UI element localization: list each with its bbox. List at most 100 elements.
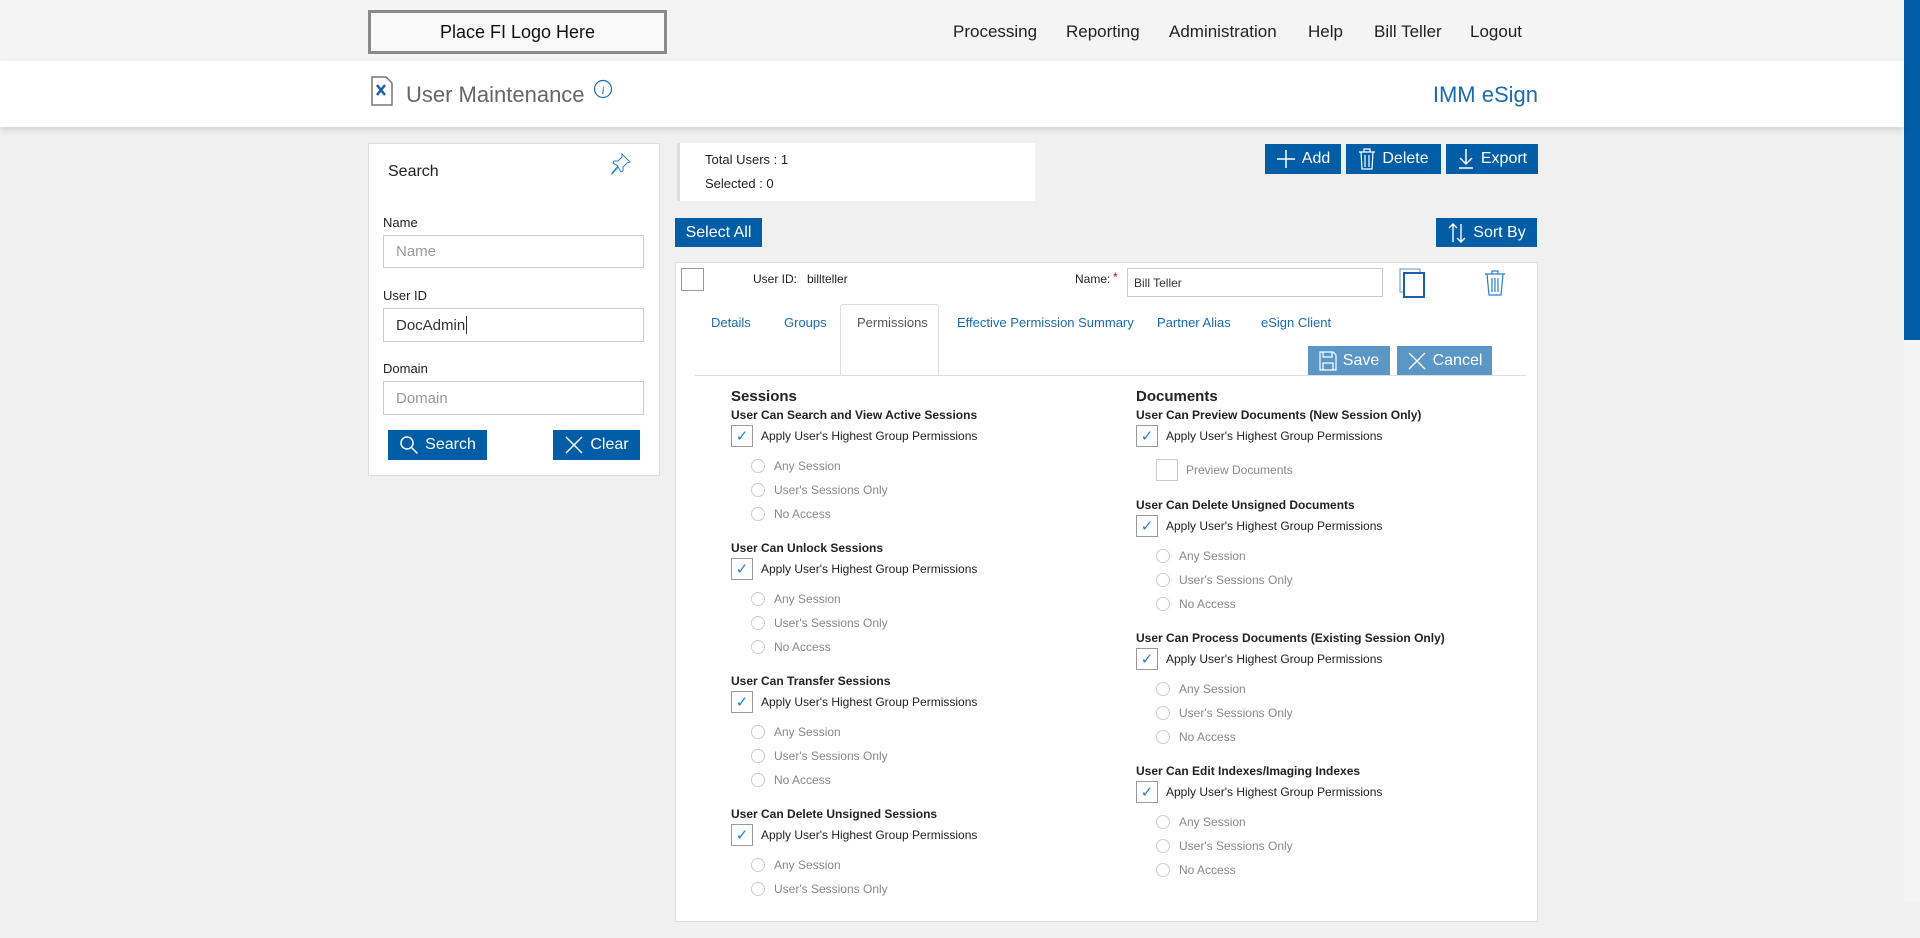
permission-radio-option[interactable]: No Access [1156,858,1236,882]
user-name-input[interactable]: Bill Teller [1127,268,1383,297]
cancel-button[interactable]: Cancel [1397,346,1492,376]
active-tab-frame [840,304,939,376]
sort-by-button[interactable]: Sort By [1436,218,1537,247]
radio-label: Any Session [774,592,841,606]
checkmark-icon: ✓ [731,425,753,447]
permission-radio-option[interactable]: Any Session [1156,677,1246,701]
radio-circle [751,483,765,497]
userid-label: User ID [383,288,428,303]
apply-group-permissions-checkbox[interactable]: ✓ Apply User's Highest Group Permissions [731,425,977,447]
checkbox-empty [1156,459,1178,481]
tab-permissions[interactable]: Permissions [857,315,928,330]
permission-radio-option[interactable]: Any Session [1156,544,1246,568]
permission-radio-option[interactable]: Any Session [751,853,841,877]
radio-circle [1156,573,1170,587]
delete-user-icon[interactable] [1484,269,1506,297]
tab-details[interactable]: Details [711,315,751,330]
tab-partner-alias[interactable]: Partner Alias [1157,315,1231,330]
required-mark: * [1113,270,1118,284]
save-button[interactable]: Save [1308,346,1390,376]
apply-group-permissions-checkbox[interactable]: ✓ Apply User's Highest Group Permissions [731,558,977,580]
tab-effective-permission-summary[interactable]: Effective Permission Summary [957,315,1134,330]
permission-radio-option[interactable]: No Access [1156,725,1236,749]
apply-group-permissions-checkbox[interactable]: ✓ Apply User's Highest Group Permissions [1136,515,1382,537]
tab-groups[interactable]: Groups [784,315,827,330]
nav-help[interactable]: Help [1308,22,1343,41]
radio-label: No Access [774,773,831,787]
clear-button-label: Clear [590,436,629,453]
radio-label: Any Session [1179,549,1246,563]
radio-circle [1156,549,1170,563]
scrollbar-thumb[interactable] [1904,0,1920,340]
radio-label: Any Session [774,459,841,473]
tab-esign-client[interactable]: eSign Client [1261,315,1332,330]
permission-radio-option[interactable]: Any Session [751,720,841,744]
radio-label: Any Session [1179,682,1246,696]
apply-group-permissions-checkbox[interactable]: ✓ Apply User's Highest Group Permissions [1136,648,1382,670]
nav-processing[interactable]: Processing [953,22,1038,41]
checkmark-icon: ✓ [731,558,753,580]
checkbox-label: Apply User's Highest Group Permissions [761,562,978,576]
apply-group-permissions-checkbox[interactable]: ✓ Apply User's Highest Group Permissions [1136,425,1382,447]
add-button[interactable]: Add [1265,144,1341,174]
nav-logout[interactable]: Logout [1470,22,1522,41]
permission-radio-option[interactable]: No Access [1156,592,1236,616]
checkbox-label: Apply User's Highest Group Permissions [1166,519,1383,533]
permission-radio-option[interactable]: User's Sessions Only [751,611,888,635]
checkmark-icon: ✓ [1136,515,1158,537]
close-icon [1408,352,1426,370]
logo-placeholder: Place FI Logo Here [368,10,667,54]
export-button[interactable]: Export [1446,144,1538,174]
permission-radio-option[interactable]: User's Sessions Only [1156,701,1293,725]
select-all-button[interactable]: Select All [675,218,762,247]
search-button[interactable]: Search [388,430,487,460]
radio-circle [1156,815,1170,829]
apply-group-permissions-checkbox[interactable]: ✓ Apply User's Highest Group Permissions [1136,781,1382,803]
permission-radio-option[interactable]: User's Sessions Only [751,478,888,502]
copy-icon[interactable] [1398,268,1426,298]
name-label: Name [383,215,418,230]
permission-group-title: User Can Delete Unsigned Sessions [731,807,938,821]
permission-radio-option[interactable]: No Access [751,502,831,526]
permission-radio-option[interactable]: No Access [751,635,831,659]
permission-group: User Can Unlock Sessions ✓ Apply User's H… [731,539,1111,672]
user-select-checkbox[interactable] [681,268,704,291]
permission-radio-option[interactable]: Any Session [751,454,841,478]
userid-input[interactable]: DocAdmin [383,308,644,342]
apply-group-permissions-checkbox[interactable]: ✓ Apply User's Highest Group Permissions [731,691,977,713]
name-field-label: Name: [1075,272,1111,286]
clear-button[interactable]: Clear [553,430,640,460]
preview-documents-checkbox[interactable]: Preview Documents [1156,459,1293,481]
text-cursor [466,316,468,334]
checkbox-label: Apply User's Highest Group Permissions [761,695,978,709]
trash-icon [1359,148,1376,170]
permission-radio-option[interactable]: User's Sessions Only [751,877,888,901]
checkbox-label: Apply User's Highest Group Permissions [1166,785,1383,799]
nav-administration[interactable]: Administration [1169,22,1277,41]
checkbox-label: Preview Documents [1186,463,1293,477]
radio-label: User's Sessions Only [774,882,888,896]
pin-icon[interactable] [608,152,632,176]
permission-radio-option[interactable]: Any Session [1156,810,1246,834]
permission-radio-option[interactable]: Any Session [751,587,841,611]
permission-group-title: User Can Unlock Sessions [731,541,884,555]
info-icon[interactable]: i [593,79,613,99]
delete-button[interactable]: Delete [1346,144,1441,174]
user-maintenance-icon [371,76,393,106]
sort-icon [1448,222,1466,243]
product-name: IMM eSign [1432,82,1538,107]
permission-radio-option[interactable]: No Access [751,768,831,792]
nav-user-menu[interactable]: Bill Teller [1374,22,1442,41]
user-name-value: Bill Teller [1134,275,1182,290]
permission-radio-option[interactable]: User's Sessions Only [1156,568,1293,592]
radio-circle [751,858,765,872]
checkbox-label: Apply User's Highest Group Permissions [1166,429,1383,443]
permission-radio-option[interactable]: User's Sessions Only [1156,834,1293,858]
permission-group-preview-documents: User Can Preview Documents (New Session … [1136,406,1526,496]
apply-group-permissions-checkbox[interactable]: ✓ Apply User's Highest Group Permissions [731,824,977,846]
nav-reporting[interactable]: Reporting [1066,22,1140,41]
delete-button-label: Delete [1382,150,1429,167]
domain-input[interactable]: Domain [383,381,644,415]
name-input[interactable]: Name [383,235,644,268]
permission-radio-option[interactable]: User's Sessions Only [751,744,888,768]
